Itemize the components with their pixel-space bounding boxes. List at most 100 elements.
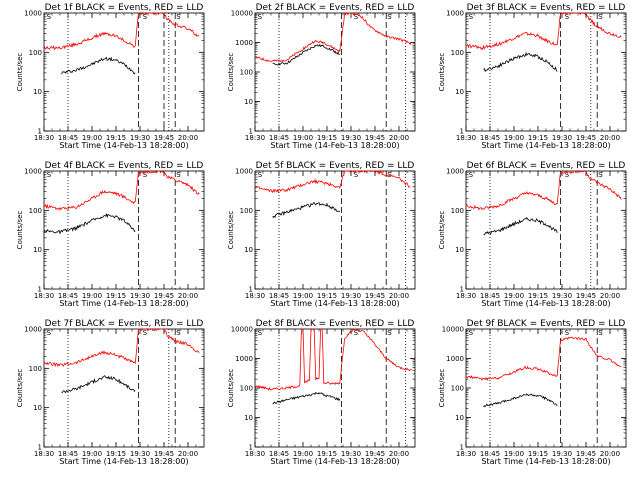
x-tick-label: 19:00 (504, 134, 524, 142)
y-tick-label: 1 (460, 128, 464, 136)
events-series-line (272, 202, 341, 219)
x-tick-label: 19:30 (341, 450, 361, 458)
events-series-line (272, 391, 341, 405)
events-series-line (61, 56, 136, 75)
marker-label: S (47, 13, 52, 21)
y-tick-label: 10 (244, 414, 253, 422)
events-series-line (483, 51, 558, 73)
y-axis-label: Counts/sec (227, 369, 235, 408)
x-axis-label: Start Time (14-Feb-13 18:28:00) (481, 141, 610, 150)
events-series-line (483, 393, 558, 408)
panel-4: Det 4f BLACK = Events, RED = LLD 1 10 100 10… (16, 161, 205, 308)
x-tick-label: 20:00 (389, 292, 409, 300)
y-tick-label: 100 (240, 69, 253, 77)
events-series-line (43, 212, 136, 235)
x-tick-label: 19:00 (504, 292, 524, 300)
x-tick-label: 20:00 (178, 450, 198, 458)
x-tick-label: 19:30 (341, 134, 361, 142)
x-tick-label: 19:45 (576, 450, 596, 458)
panel-6: Det 6f BLACK = Events, RED = LLD 1 10 100 10… (438, 161, 627, 308)
y-tick-label: 10 (455, 246, 464, 254)
y-tick-label: 10 (244, 98, 253, 106)
x-tick-label: 18:30 (456, 292, 476, 300)
panel-title: Det 3f BLACK = Events, RED = LLD (467, 3, 626, 13)
x-axis-label: Start Time (14-Feb-13 18:28:00) (481, 299, 610, 308)
y-tick-label: 1000 (235, 39, 253, 47)
x-tick-label: 19:45 (154, 450, 174, 458)
y-tick-label: 1000 (24, 10, 42, 18)
x-tick-label: 19:30 (341, 292, 361, 300)
lld-series-line (254, 12, 412, 63)
panel-3: Det 3f BLACK = Events, RED = LLD 1 10 100 10… (438, 3, 627, 150)
y-tick-label: 100 (240, 207, 253, 215)
x-tick-label: 18:30 (456, 450, 476, 458)
x-tick-label: 19:00 (82, 134, 102, 142)
y-tick-label: 10 (244, 246, 253, 254)
x-tick-label: 18:30 (245, 134, 265, 142)
lld-series-line (465, 12, 622, 51)
marker-label: S (176, 13, 181, 21)
lld-series-line (43, 170, 200, 211)
y-tick-label: 1 (38, 444, 42, 452)
plot-frame (254, 170, 416, 290)
marker-label: S (258, 171, 263, 179)
x-tick-label: 18:30 (245, 292, 265, 300)
marker-label: S (598, 329, 603, 337)
x-tick-label: 18:45 (269, 450, 289, 458)
y-axis-label: Counts/sec (438, 53, 446, 92)
y-axis-label: Counts/sec (16, 53, 24, 92)
marker-label: S (469, 329, 474, 337)
x-axis-label: Start Time (14-Feb-13 18:28:00) (270, 299, 399, 308)
y-axis-label: Counts/sec (438, 211, 446, 250)
marker-label: S (143, 171, 148, 179)
lld-series-line (466, 170, 622, 211)
marker-label: S (354, 171, 359, 179)
plot-frame (254, 328, 416, 448)
marker-label: S (387, 329, 392, 337)
panel-7: Det 7f BLACK = Events, RED = LLD 1 10 100 10… (16, 319, 205, 466)
x-tick-label: 19:45 (365, 450, 385, 458)
x-tick-label: 18:30 (245, 450, 265, 458)
x-tick-label: 19:15 (106, 134, 126, 142)
y-tick-label: 10 (33, 88, 42, 96)
x-tick-label: 18:30 (34, 134, 54, 142)
y-tick-label: 100 (29, 49, 42, 57)
y-tick-label: 1 (249, 286, 253, 294)
x-tick-label: 19:15 (528, 292, 548, 300)
marker-label: S (47, 329, 52, 337)
marker-label: S (469, 13, 474, 21)
x-tick-label: 19:45 (365, 134, 385, 142)
marker-label: S (565, 13, 570, 21)
y-tick-label: 1 (249, 128, 253, 136)
x-axis-label: Start Time (14-Feb-13 18:28:00) (59, 457, 188, 466)
x-tick-label: 19:45 (576, 134, 596, 142)
marker-label: S (354, 329, 359, 337)
x-tick-label: 19:30 (552, 134, 572, 142)
y-tick-label: 10000 (442, 326, 464, 334)
panel-title: Det 5f BLACK = Events, RED = LLD (256, 161, 415, 171)
panel-title: Det 8f BLACK = Events, RED = LLD (256, 319, 415, 329)
y-tick-label: 100 (451, 207, 464, 215)
plot-frame (43, 328, 205, 448)
panel-8: Det 8f BLACK = Events, RED = LLD 1 10 100 10… (227, 319, 416, 466)
marker-label: S (469, 171, 474, 179)
panel-9: Det 9f BLACK = Events, RED = LLD 1 10 100 10… (438, 319, 627, 466)
x-tick-label: 19:15 (106, 450, 126, 458)
marker-label: S (354, 13, 359, 21)
events-series-line (272, 43, 340, 66)
marker-label: S (176, 171, 181, 179)
lld-series-line (254, 169, 411, 194)
y-axis-label: Counts/sec (16, 211, 24, 250)
x-tick-label: 19:15 (317, 292, 337, 300)
x-tick-label: 19:30 (130, 450, 150, 458)
x-tick-label: 19:45 (365, 292, 385, 300)
y-tick-label: 1000 (24, 326, 42, 334)
panel-title: Det 4f BLACK = Events, RED = LLD (45, 161, 204, 171)
y-tick-label: 100 (29, 207, 42, 215)
marker-label: S (176, 329, 181, 337)
plot-frame (465, 170, 627, 290)
x-tick-label: 19:00 (504, 450, 524, 458)
x-tick-label: 19:45 (154, 134, 174, 142)
x-axis-label: Start Time (14-Feb-13 18:28:00) (270, 141, 399, 150)
marker-label: S (387, 13, 392, 21)
